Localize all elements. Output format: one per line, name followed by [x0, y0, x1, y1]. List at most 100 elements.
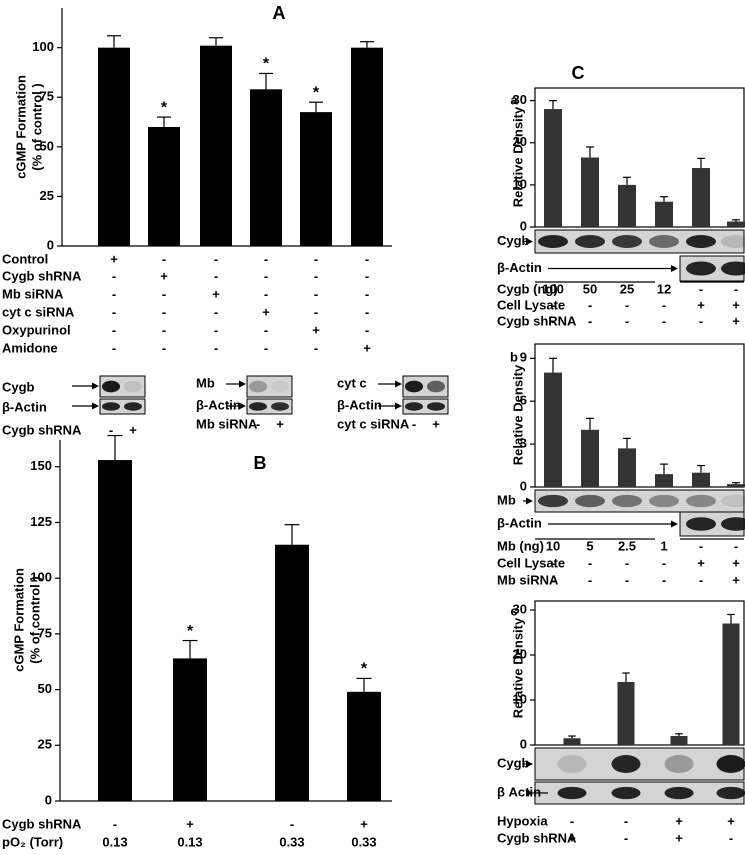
y-axis-label: (% of control )	[29, 83, 44, 170]
bar	[581, 157, 599, 227]
condition-value: -	[729, 830, 733, 845]
condition-value: -	[365, 268, 369, 283]
condition-value: -	[314, 268, 318, 283]
condition-value: -	[264, 286, 268, 301]
y-tick-label: 100	[30, 570, 52, 585]
bar	[727, 484, 745, 487]
bar	[98, 47, 130, 246]
condition-name: Mb (ng)	[497, 538, 544, 553]
condition-value: 0.13	[102, 834, 127, 849]
condition-value: -	[734, 281, 738, 296]
condition-value: -	[662, 297, 666, 312]
condition-value: -	[570, 813, 574, 828]
condition-value: 5	[586, 538, 593, 553]
arrow-head	[395, 402, 402, 410]
condition-value: 0.33	[279, 834, 304, 849]
blot-band	[686, 235, 716, 248]
condition-value: -	[551, 297, 555, 312]
y-tick-label: 10	[513, 691, 527, 706]
blot	[246, 375, 293, 398]
condition-value: +	[732, 555, 740, 570]
y-tick-label: 75	[38, 625, 52, 640]
blot-band	[611, 786, 641, 800]
blot-band	[575, 494, 605, 508]
condition-value: +	[675, 830, 683, 845]
plot-frame	[534, 600, 745, 746]
condition-value: -	[264, 268, 268, 283]
condition-value: -	[162, 340, 166, 355]
condition-value: -	[314, 286, 318, 301]
y-tick-label: 125	[30, 514, 52, 529]
blot-band	[721, 517, 745, 531]
significance-marker: *	[161, 99, 168, 116]
blot-band	[271, 380, 289, 393]
blot-condition: Cygb shRNA	[2, 422, 82, 437]
y-tick-label: 50	[40, 138, 54, 153]
blot-band	[716, 755, 745, 773]
condition-value: +	[732, 572, 740, 587]
condition-value: 0.33	[351, 834, 376, 849]
bar	[727, 221, 745, 227]
condition-value: -	[588, 297, 592, 312]
y-tick-label: 0	[45, 792, 52, 807]
condition-value: -	[214, 304, 218, 319]
blot-band	[611, 755, 641, 773]
condition-value: -	[162, 251, 166, 266]
condition-value: -	[290, 816, 294, 831]
arrow-head	[92, 382, 99, 390]
blot-band	[427, 402, 445, 411]
y-tick-label: 75	[40, 89, 54, 104]
condition-name: Oxypurinol	[2, 322, 71, 337]
y-tick-label: 0	[47, 237, 54, 252]
blot-band	[557, 755, 587, 773]
y-tick-label: 20	[513, 134, 527, 149]
condition-name: Cygb (ng)	[497, 281, 558, 296]
bar	[250, 89, 282, 246]
condition-value: +	[186, 816, 194, 831]
blot-lane: +	[129, 422, 137, 437]
condition-value: -	[112, 340, 116, 355]
panel-title: A	[273, 3, 286, 23]
arrow-head	[671, 520, 678, 528]
condition-value: -	[112, 286, 116, 301]
blot-condition: cyt c siRNA	[337, 416, 410, 431]
bar	[275, 544, 309, 801]
y-axis-label: Relative Density	[510, 364, 525, 465]
condition-name: cyt c siRNA	[2, 304, 75, 319]
arrow-head	[92, 402, 99, 410]
blot-band	[405, 380, 423, 393]
blot-band	[538, 494, 568, 508]
condition-value: -	[625, 572, 629, 587]
condition-value: -	[699, 313, 703, 328]
bar	[544, 109, 562, 227]
blot-label: β-Actin	[2, 399, 47, 414]
y-axis-label: Relative Density	[510, 106, 525, 207]
condition-value: +	[360, 816, 368, 831]
y-tick-label: 30	[513, 92, 527, 107]
condition-name: Control	[2, 251, 48, 266]
condition-value: -	[162, 304, 166, 319]
condition-value: -	[625, 313, 629, 328]
condition-value: -	[314, 251, 318, 266]
condition-value: -	[314, 340, 318, 355]
condition-value: +	[262, 304, 270, 319]
bar	[98, 460, 132, 801]
condition-value: +	[727, 813, 735, 828]
arrow-head	[526, 497, 533, 505]
blot-band	[271, 402, 289, 411]
blot-band	[249, 380, 267, 393]
condition-value: -	[112, 268, 116, 283]
condition-value: -	[214, 268, 218, 283]
blot-lane: -	[412, 416, 416, 431]
condition-value: -	[112, 322, 116, 337]
condition-value: -	[625, 297, 629, 312]
condition-value: -	[365, 286, 369, 301]
y-tick-label: 6	[520, 393, 527, 408]
condition-value: +	[160, 268, 168, 283]
blot-band	[649, 494, 679, 508]
condition-name: pO₂ (Torr)	[2, 834, 63, 849]
blot-band	[686, 517, 716, 531]
y-tick-label: 10	[513, 176, 527, 191]
condition-value: -	[588, 555, 592, 570]
